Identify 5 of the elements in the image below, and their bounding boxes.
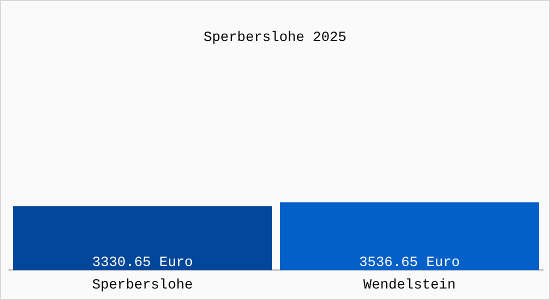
data-label: 3536.65 Euro xyxy=(359,254,460,271)
x-tick-label: Wendelstein xyxy=(363,277,456,294)
data-label: 3330.65 Euro xyxy=(92,254,193,271)
text: Sperberslohe 2025 xyxy=(202,30,348,46)
x-tick-label: Sperberslohe xyxy=(92,277,193,294)
